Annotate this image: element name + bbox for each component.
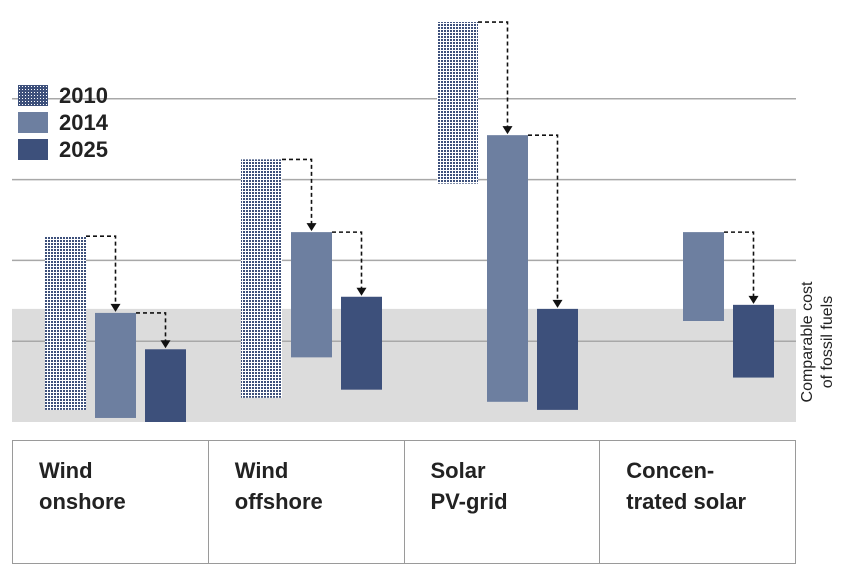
bar-2010-1 bbox=[241, 159, 282, 398]
band-label-line-2: of fossil fuels bbox=[819, 295, 836, 389]
category-wind-offshore: Wind offshore bbox=[207, 441, 404, 563]
change-arrow-line bbox=[136, 312, 167, 343]
bar-2025-1 bbox=[341, 296, 382, 390]
category-concentrated-solar: Concen- trated solar bbox=[599, 441, 796, 563]
category-label-line: onshore bbox=[39, 489, 126, 514]
bar-2010-2 bbox=[437, 22, 478, 184]
legend-swatch-2025 bbox=[18, 139, 48, 160]
legend-item-2014: 2014 bbox=[18, 109, 108, 136]
change-arrow-head bbox=[306, 223, 317, 232]
category-label-line: Wind bbox=[39, 458, 93, 483]
legend-label-2010: 2010 bbox=[59, 82, 108, 108]
change-arrow-line bbox=[332, 231, 363, 290]
change-arrow-line bbox=[528, 134, 559, 302]
change-arrow-line bbox=[478, 21, 509, 129]
change-arrow-head bbox=[748, 295, 759, 304]
category-label-line: Concen- bbox=[626, 458, 715, 483]
bar-2014-1 bbox=[291, 232, 332, 358]
category-solar-pv-grid: Solar PV-grid bbox=[403, 441, 600, 563]
bar-2025-3 bbox=[733, 304, 774, 378]
change-arrow-head bbox=[356, 287, 367, 296]
category-table: Wind onshore Wind offshore Solar PV-grid… bbox=[12, 440, 796, 564]
category-label-line: Solar bbox=[430, 458, 486, 483]
bar-2014-0 bbox=[95, 312, 136, 418]
bar-2010-0 bbox=[45, 236, 86, 410]
legend-item-2025: 2025 bbox=[18, 136, 108, 163]
change-arrow-head bbox=[160, 340, 171, 349]
bar-2025-0 bbox=[145, 349, 186, 422]
legend-item-2010: 2010 bbox=[18, 82, 108, 109]
category-label-line: offshore bbox=[234, 489, 323, 514]
bar-2014-3 bbox=[683, 232, 724, 321]
category-wind-onshore: Wind onshore bbox=[12, 441, 208, 563]
legend: 2010 2014 2025 bbox=[18, 82, 108, 163]
change-arrow-line bbox=[282, 158, 313, 226]
change-arrow-line bbox=[724, 231, 755, 298]
fossil-fuel-band bbox=[12, 308, 796, 422]
fossil-fuel-band-label: Comparable cost of fossil fuels bbox=[798, 232, 838, 452]
legend-swatch-2014 bbox=[18, 112, 48, 133]
legend-swatch-2010 bbox=[18, 85, 48, 106]
legend-label-2025: 2025 bbox=[59, 136, 108, 162]
category-label-line: PV-grid bbox=[430, 489, 508, 514]
band-label-line-1: Comparable cost bbox=[799, 281, 816, 403]
category-label-line: trated solar bbox=[626, 489, 747, 514]
bar-2025-2 bbox=[537, 308, 578, 410]
legend-label-2014: 2014 bbox=[59, 109, 108, 135]
chart-area bbox=[12, 21, 796, 422]
category-label-line: Wind bbox=[234, 458, 289, 483]
change-arrow-head bbox=[502, 126, 513, 135]
bar-2014-2 bbox=[487, 135, 528, 402]
change-arrow-head bbox=[110, 303, 121, 312]
change-arrow-head bbox=[552, 299, 563, 308]
change-arrow-line bbox=[86, 235, 117, 306]
